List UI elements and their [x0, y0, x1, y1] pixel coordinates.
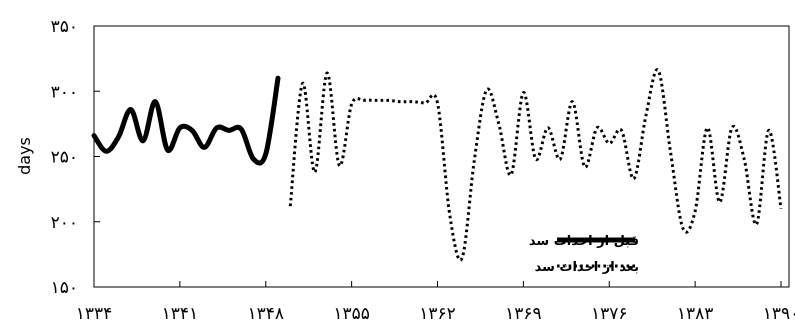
y-tick-label: ۳۰۰ — [51, 82, 78, 102]
y-tick-label: ۲۵۰ — [51, 148, 78, 168]
x-axis: ۱۳۳۴ ۱۳۴۱ ۱۳۴۸ ۱۳۵۵ ۱۳۶۲ ۱۳۶۹ ۱۳۷۶ ۱۳۸۳ ۱۳۹۰ — [76, 281, 795, 324]
x-tick-label: ۱۳۷۶ — [591, 304, 628, 324]
legend-label-before-dam: قبل از احداث سد — [529, 234, 639, 249]
y-axis: ۱۵۰ ۲۰۰ ۲۵۰ ۳۰۰ ۳۵۰ — [51, 17, 100, 298]
y-axis-title: days — [15, 137, 34, 175]
series-line-before-dam — [91, 75, 281, 166]
y-tick-label: ۳۵۰ — [51, 17, 78, 37]
series-line-after-dam — [288, 68, 783, 262]
legend-label-after-dam: بعد از احداث سد — [535, 260, 639, 275]
x-tick-label: ۱۳۶۲ — [419, 304, 456, 324]
y-tick-label: ۲۰۰ — [51, 213, 78, 233]
x-tick-label: ۱۳۸۳ — [677, 304, 714, 324]
plot-area-frame — [93, 25, 790, 288]
x-tick-label: ۱۳۴۱ — [162, 304, 199, 324]
x-tick-label: ۱۳۶۹ — [505, 304, 542, 324]
x-tick-label: ۱۳۴۸ — [247, 304, 284, 324]
legend: قبل از احداث سد بعد از احداث سد — [529, 234, 639, 275]
series-group — [91, 68, 783, 262]
x-tick-label: ۱۳۹۰ — [763, 304, 795, 324]
x-tick-label: ۱۳۳۴ — [76, 304, 113, 324]
x-tick-label: ۱۳۵۵ — [333, 304, 370, 324]
y-tick-label: ۱۵۰ — [51, 278, 78, 298]
